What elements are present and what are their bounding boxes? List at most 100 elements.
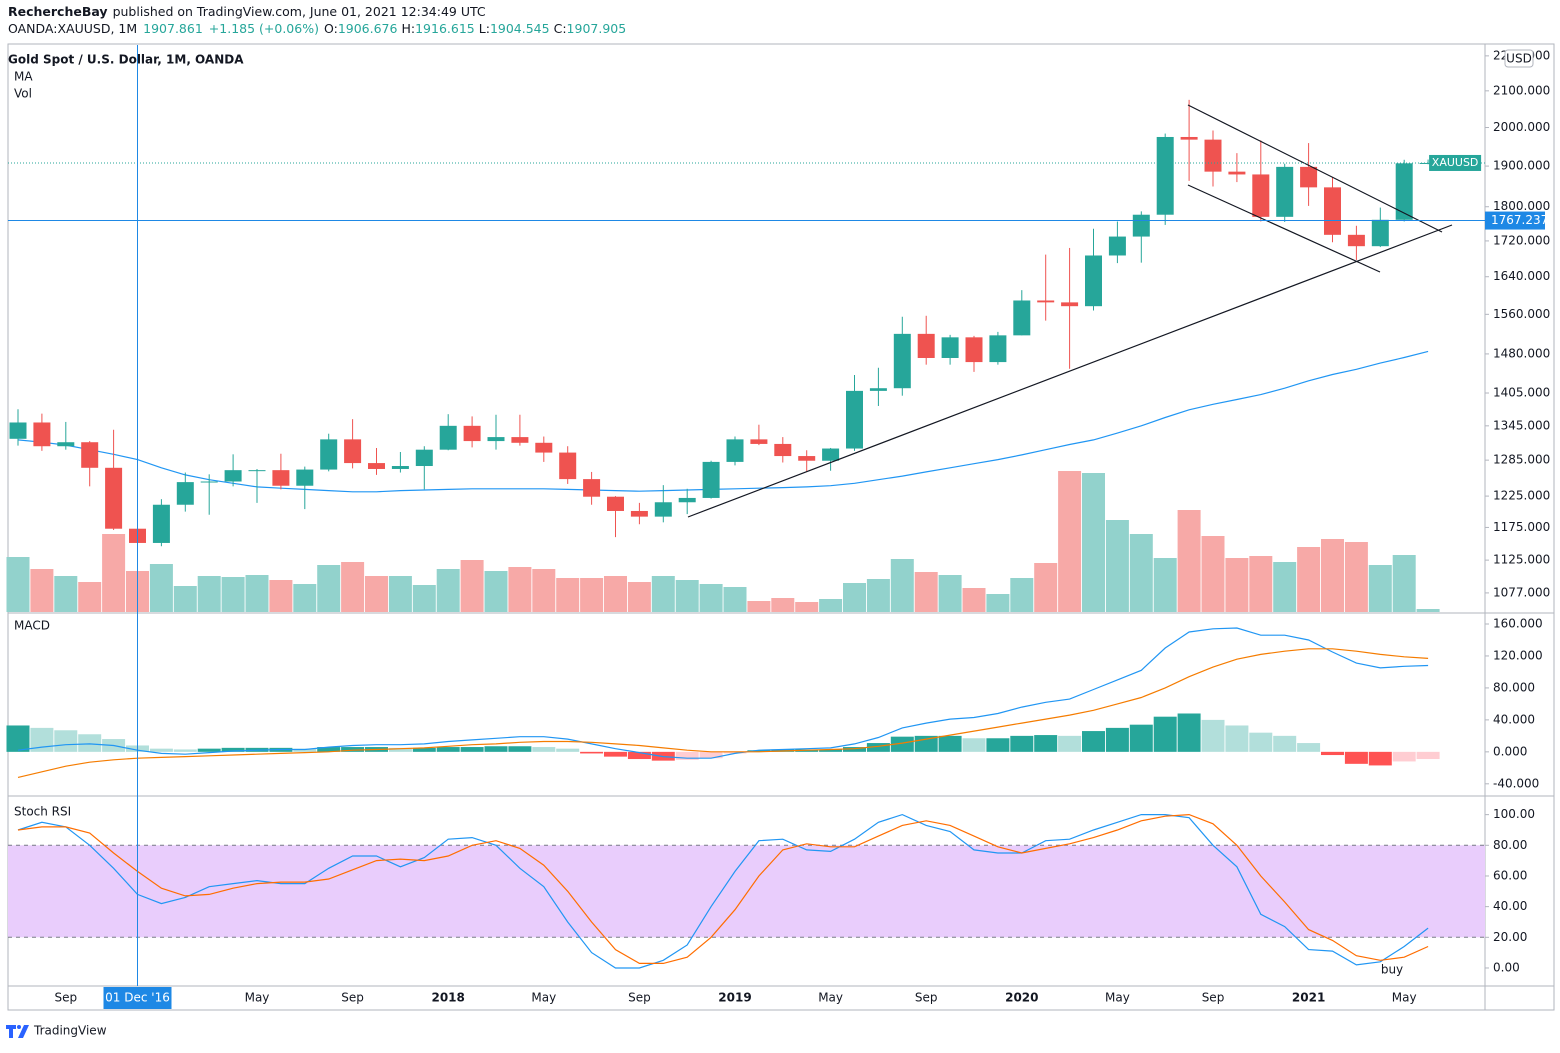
x-tick-label: 2019 [718,991,751,1005]
y-tick-label: 1225.000 [1493,489,1550,503]
volume-bar [580,578,604,612]
stoch-band [8,845,1485,938]
candle-body [1156,136,1174,215]
y-tick-label: 80.00 [1493,838,1527,852]
volume-bar [938,575,962,612]
volume-bar [54,576,78,612]
trendline [1187,184,1381,273]
y-tick-label: 2100.000 [1493,83,1550,97]
macd-histogram-bar [1201,719,1225,752]
candle-body [965,337,983,363]
volume-bar [699,584,723,612]
x-tick-label: May [245,991,270,1005]
macd-histogram-bar [412,747,436,752]
volume-bar [1105,520,1129,612]
volume-bar [1129,534,1153,612]
macd-histogram-bar [580,751,604,754]
macd-histogram-bar [1321,751,1344,756]
candle-body [630,510,648,517]
candle-body [678,497,696,503]
y-tick-label: 160.000 [1493,616,1543,630]
pane-title: Stoch RSI [14,805,71,819]
currency-box[interactable] [1504,49,1534,68]
macd-histogram-bar [1392,751,1416,762]
y-tick-label: 1405.000 [1493,386,1550,400]
candle-body [941,337,959,358]
y-tick-label: 20.00 [1493,930,1527,944]
crosshair-y-box [1485,211,1545,230]
legend-vol: Vol [14,87,32,101]
candle-body [1276,166,1294,217]
macd-histogram-bar [1225,725,1249,752]
macd-histogram-bar [1058,735,1082,752]
last-price: 1907.861 [143,21,203,36]
macd-histogram-bar [1153,716,1177,752]
macd-histogram-bar [747,750,771,752]
y-tick-label: 0.000 [1493,744,1527,758]
volume-bar [508,567,532,612]
y-tick-label: 0.00 [1493,960,1520,974]
volume-bar [627,582,651,612]
macd-histogram-bar [221,747,245,752]
y-tick-label: 1345.000 [1493,418,1550,432]
volume-bar [173,586,197,612]
y-tick-label: 100.00 [1493,807,1535,821]
currency[interactable]: USD [1506,52,1532,66]
candle-body [152,504,170,543]
volume-bar [747,601,771,612]
trendlines [687,104,1453,518]
ohlc-label: C: [554,21,567,36]
candle-body [654,502,672,517]
marks-layer [9,99,1437,969]
candle-body [1228,171,1246,175]
volume-bar [1392,555,1416,612]
macd-histogram-bar [317,747,341,752]
ohlc-label: O: [324,21,338,36]
y-tick-label: 60.00 [1493,868,1527,882]
volume-bar [269,580,293,612]
macd-histogram-bar [460,747,484,752]
volume-bar [1368,565,1392,612]
pane-title: MACD [14,619,50,633]
candle-body [344,439,362,464]
candle-body [774,443,792,457]
candle-body [559,452,577,480]
macd-histogram-bar [1249,732,1273,752]
annotation: buy [1381,963,1403,977]
x-tick-label: Sep [628,991,651,1005]
macd-histogram-bar [1273,735,1297,752]
candle-body [415,449,433,467]
macd-histogram-bar [484,746,508,752]
candle-body [105,467,123,529]
candle-body [272,470,290,486]
candle-body [1061,302,1079,307]
candle-body [1204,139,1222,172]
macd-histogram-bar [1416,751,1440,760]
volume-bar [102,534,126,612]
macd-histogram-bar [962,738,986,752]
macd-histogram-bar [1368,751,1392,766]
candle-body [702,461,720,498]
macd-histogram-bar [197,748,221,752]
volume-bar [843,583,866,612]
candle-body [1037,300,1055,303]
y-tick-label: 80.000 [1493,680,1535,694]
macd-histogram-bar [986,738,1010,752]
macd-histogram-bar [699,751,723,759]
volume-bar [245,575,269,612]
volume-bar [484,571,508,612]
y-tick-label: 1175.000 [1493,520,1550,534]
macd-histogram-bar [6,725,30,752]
volume-bar [412,585,436,612]
volume-bar [1297,547,1321,612]
macd-histogram-bar [938,735,962,752]
crosshair-x-box [103,987,172,1009]
candle-body [1252,174,1270,217]
candle-body [200,481,218,483]
macd-histogram-bar [341,747,365,752]
candle-body [822,448,840,461]
macd-histogram-bar [627,751,651,760]
candle-body [9,422,27,439]
macd-histogram-bar [1010,735,1034,752]
candle-body [224,470,242,482]
